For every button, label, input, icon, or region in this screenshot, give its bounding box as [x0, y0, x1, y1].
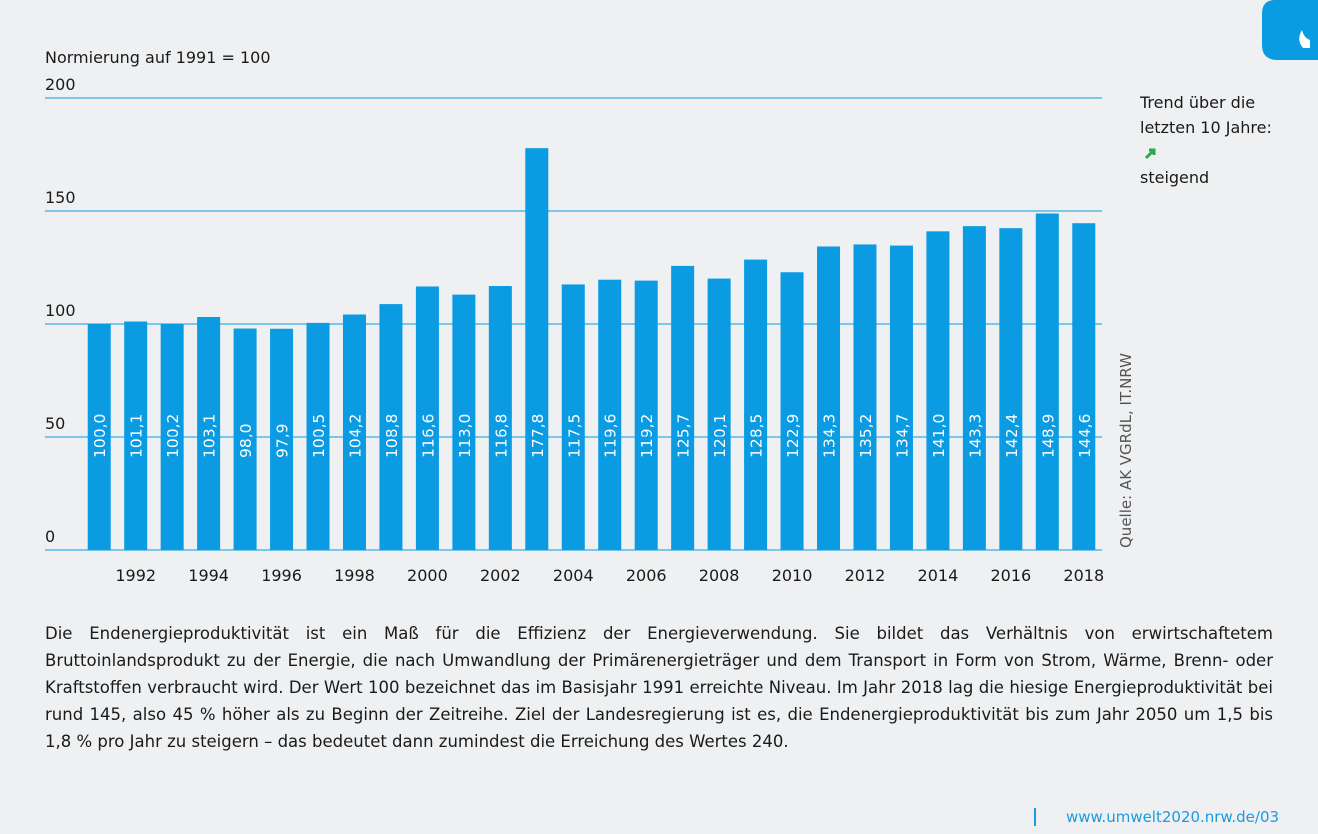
value-label: 119,2 [638, 414, 656, 458]
value-label: 134,3 [821, 414, 839, 458]
x-tick-label: 2012 [845, 566, 886, 585]
bar [379, 304, 403, 550]
value-label: 113,0 [456, 414, 474, 458]
bar [342, 314, 366, 550]
bar [780, 272, 804, 550]
bar [634, 280, 658, 550]
y-tick-label: 0 [45, 527, 55, 546]
y-axis-label: Normierung auf 1991 = 100 [45, 48, 271, 67]
value-label: 125,7 [675, 414, 693, 458]
value-label: 101,1 [128, 414, 146, 458]
trend-arrow [1144, 148, 1156, 160]
bar [1035, 213, 1059, 550]
x-tick-label: 2018 [1063, 566, 1104, 585]
trend-text: letzten 10 Jahre: [1140, 118, 1272, 137]
bar [962, 226, 986, 550]
value-label: 98,0 [237, 423, 255, 458]
bar [124, 321, 148, 550]
link[interactable]: www.umwelt2020.nrw.de/03 [1034, 808, 1279, 826]
y-tick-label: 100 [45, 301, 76, 320]
x-tick-label: 2010 [772, 566, 813, 585]
value-label: 97,9 [274, 423, 292, 458]
bar [707, 278, 731, 550]
y-tick-label: 150 [45, 188, 76, 207]
x-tick-label: 1992 [115, 566, 156, 585]
bar [853, 244, 877, 550]
value-label: 148,9 [1039, 414, 1057, 458]
value-label: 144,6 [1076, 414, 1094, 458]
x-tick-label: 1994 [188, 566, 229, 585]
value-label: 119,6 [602, 414, 620, 458]
bar [415, 286, 439, 550]
bar [233, 328, 257, 550]
bar [598, 279, 622, 550]
source: Quelle: AK VGRdL, IT.NRW [1117, 353, 1135, 548]
value-label: 142,4 [1003, 414, 1021, 458]
bar [817, 246, 841, 550]
x-tick-label: 2000 [407, 566, 448, 585]
bar [926, 231, 950, 550]
bar [671, 265, 695, 550]
value-label: 108,8 [383, 414, 401, 458]
x-tick-label: 2002 [480, 566, 521, 585]
value-label: 128,5 [748, 414, 766, 458]
bar [999, 228, 1023, 550]
value-label: 116,8 [492, 414, 510, 458]
x-tick-label: 2004 [553, 566, 594, 585]
value-label: 120,1 [711, 414, 729, 458]
bar [306, 322, 330, 550]
trend-text: steigend [1140, 168, 1209, 187]
value-label: 100,0 [91, 414, 109, 458]
value-label: 104,2 [346, 414, 364, 458]
value-label: 100,5 [310, 414, 328, 458]
x-tick-label: 2014 [918, 566, 959, 585]
value-label: 103,1 [201, 414, 219, 458]
trend-text: Trend über die [1139, 93, 1255, 112]
value-label: 122,9 [784, 414, 802, 458]
y-tick-label: 50 [45, 414, 65, 433]
value-label: 143,3 [966, 414, 984, 458]
x-tick-label: 1998 [334, 566, 375, 585]
bar [197, 316, 221, 550]
value-label: 116,6 [419, 414, 437, 458]
bar [744, 259, 768, 550]
paragraph: Die Endenergieproduktivität ist ein Maß … [45, 624, 1273, 751]
x-tick-label: 1996 [261, 566, 302, 585]
icon-flame [1299, 30, 1310, 48]
value-label: 141,0 [930, 414, 948, 458]
bar [889, 245, 913, 550]
x-tick-label: 2016 [990, 566, 1031, 585]
x-tick-label: 2008 [699, 566, 740, 585]
bar [525, 148, 549, 550]
bar [488, 286, 512, 550]
x-tick-label: 2006 [626, 566, 667, 585]
chart: Normierung auf 1991 = 100 Trend über die… [45, 0, 1318, 585]
y-tick-label: 200 [45, 75, 76, 94]
bar [561, 284, 585, 550]
bar [452, 294, 476, 550]
value-label: 117,5 [565, 414, 583, 458]
value-label: 135,2 [857, 414, 875, 458]
value-label: 100,2 [164, 414, 182, 458]
bar [270, 328, 294, 550]
value-label: 177,8 [529, 414, 547, 458]
value-label: 134,7 [893, 414, 911, 458]
bar [1072, 223, 1096, 551]
icon [1262, 0, 1318, 60]
